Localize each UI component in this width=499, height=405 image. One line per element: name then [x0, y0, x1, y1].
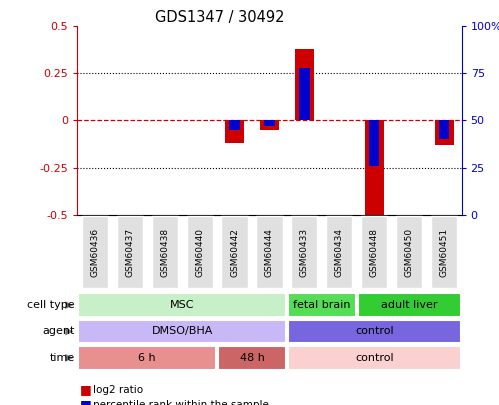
FancyBboxPatch shape	[358, 294, 461, 317]
Text: GSM60451: GSM60451	[440, 228, 449, 277]
Text: GSM60433: GSM60433	[300, 228, 309, 277]
Bar	[295, 49, 314, 121]
Text: agent: agent	[42, 326, 75, 337]
Text: GSM60437: GSM60437	[125, 228, 134, 277]
Text: time: time	[49, 353, 75, 363]
Text: adult liver: adult liver	[381, 300, 438, 310]
Text: GSM60450: GSM60450	[405, 228, 414, 277]
Text: percentile rank within the sample: percentile rank within the sample	[93, 400, 269, 405]
Text: ■: ■	[80, 383, 92, 396]
FancyBboxPatch shape	[82, 216, 108, 288]
FancyBboxPatch shape	[288, 346, 461, 369]
Text: GSM60438: GSM60438	[160, 228, 169, 277]
FancyBboxPatch shape	[78, 346, 216, 369]
FancyBboxPatch shape	[187, 216, 213, 288]
Text: fetal brain: fetal brain	[293, 300, 351, 310]
Bar	[260, 121, 279, 130]
Text: 48 h: 48 h	[240, 353, 264, 363]
Text: 6 h: 6 h	[138, 353, 156, 363]
Text: log2 ratio: log2 ratio	[93, 385, 143, 394]
Bar	[225, 121, 244, 143]
Text: GDS1347 / 30492: GDS1347 / 30492	[155, 10, 284, 25]
Text: cell type: cell type	[27, 300, 75, 310]
Text: GSM60434: GSM60434	[335, 228, 344, 277]
Bar	[439, 121, 450, 139]
Text: DMSO/BHA: DMSO/BHA	[152, 326, 213, 337]
FancyBboxPatch shape	[117, 216, 143, 288]
Bar	[229, 121, 240, 130]
Bar	[369, 121, 380, 166]
FancyBboxPatch shape	[291, 216, 317, 288]
Text: GSM60448: GSM60448	[370, 228, 379, 277]
Polygon shape	[65, 328, 73, 335]
Text: MSC: MSC	[170, 300, 195, 310]
FancyBboxPatch shape	[361, 216, 387, 288]
Polygon shape	[65, 354, 73, 362]
FancyBboxPatch shape	[431, 216, 457, 288]
Polygon shape	[65, 301, 73, 309]
FancyBboxPatch shape	[78, 294, 286, 317]
Bar	[365, 121, 384, 218]
FancyBboxPatch shape	[218, 346, 286, 369]
Text: control: control	[355, 326, 394, 337]
Text: GSM60444: GSM60444	[265, 228, 274, 277]
FancyBboxPatch shape	[256, 216, 282, 288]
FancyBboxPatch shape	[152, 216, 178, 288]
FancyBboxPatch shape	[326, 216, 352, 288]
FancyBboxPatch shape	[222, 216, 248, 288]
Bar	[264, 121, 274, 126]
Text: GSM60442: GSM60442	[230, 228, 239, 277]
FancyBboxPatch shape	[78, 320, 286, 343]
Text: control: control	[355, 353, 394, 363]
Bar	[299, 68, 309, 121]
Text: GSM60440: GSM60440	[195, 228, 204, 277]
Text: ■: ■	[80, 399, 92, 405]
Bar	[435, 121, 454, 145]
FancyBboxPatch shape	[288, 320, 461, 343]
FancyBboxPatch shape	[288, 294, 356, 317]
Text: GSM60436: GSM60436	[90, 228, 99, 277]
FancyBboxPatch shape	[396, 216, 422, 288]
